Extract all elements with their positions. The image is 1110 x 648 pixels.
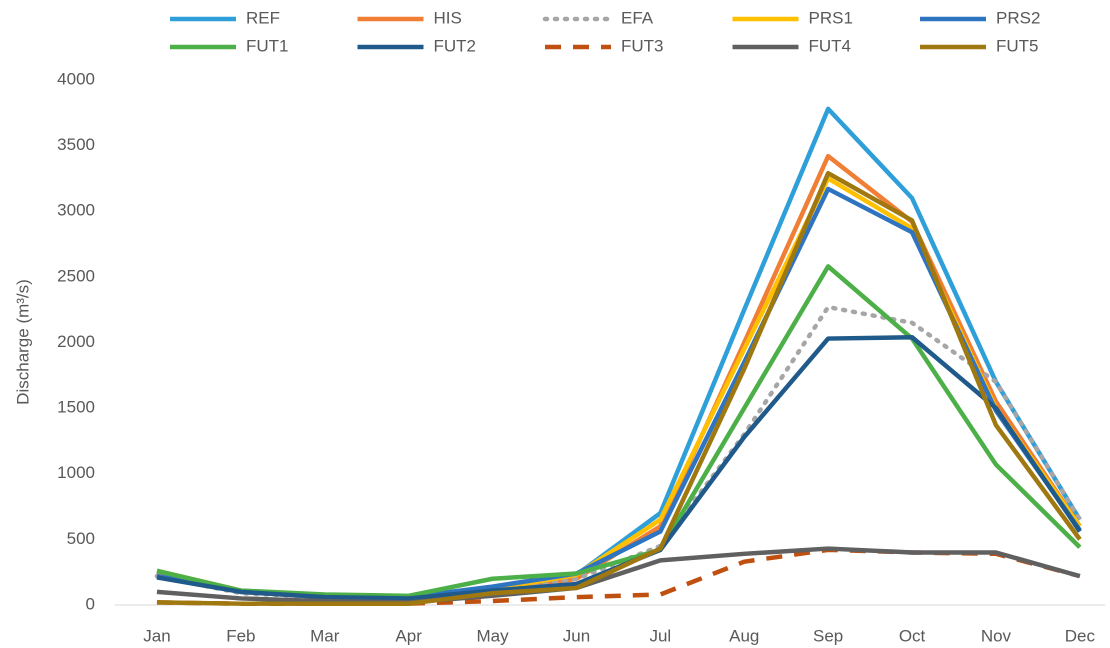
x-tick-label: Apr bbox=[395, 626, 422, 645]
legend-label: FUT2 bbox=[434, 36, 477, 55]
x-tick-label: Jan bbox=[143, 626, 170, 645]
series-line bbox=[156, 153, 1082, 601]
series-line bbox=[156, 264, 1082, 599]
series-line bbox=[156, 170, 1082, 606]
x-tick-label: Aug bbox=[729, 626, 759, 645]
series-line bbox=[156, 186, 1082, 600]
series-line bbox=[156, 335, 1082, 601]
y-axis-title: Discharge (m³/s) bbox=[13, 279, 32, 405]
y-tick-label: 2000 bbox=[57, 332, 95, 351]
x-tick-label: Jul bbox=[649, 626, 671, 645]
x-tick-label: Jun bbox=[563, 626, 590, 645]
x-tick-label: Dec bbox=[1065, 626, 1096, 645]
y-tick-label: 3500 bbox=[57, 135, 95, 154]
y-tick-label: 1500 bbox=[57, 398, 95, 417]
y-tick-label: 0 bbox=[86, 594, 95, 613]
legend-label: PRS2 bbox=[996, 8, 1040, 27]
legend-label: FUT1 bbox=[246, 36, 289, 55]
y-tick-label: 1000 bbox=[57, 463, 95, 482]
x-tick-label: Oct bbox=[899, 626, 926, 645]
x-tick-label: Feb bbox=[226, 626, 255, 645]
legend-label: HIS bbox=[434, 8, 462, 27]
legend-label: EFA bbox=[621, 8, 654, 27]
legend-label: PRS1 bbox=[809, 8, 853, 27]
legend-label: FUT3 bbox=[621, 36, 664, 55]
x-tick-label: Mar bbox=[310, 626, 340, 645]
x-tick-label: May bbox=[476, 626, 509, 645]
y-tick-label: 4000 bbox=[57, 69, 95, 88]
x-tick-label: Nov bbox=[981, 626, 1012, 645]
legend-label: FUT4 bbox=[809, 36, 852, 55]
legend-label: FUT5 bbox=[996, 36, 1039, 55]
y-tick-label: 2500 bbox=[57, 266, 95, 285]
series-line bbox=[156, 176, 1082, 600]
series-line bbox=[156, 106, 1082, 600]
series-line bbox=[156, 546, 1081, 605]
legend-label: REF bbox=[246, 8, 280, 27]
y-tick-label: 500 bbox=[67, 529, 95, 548]
y-tick-label: 3000 bbox=[57, 201, 95, 220]
x-tick-label: Sep bbox=[813, 626, 843, 645]
